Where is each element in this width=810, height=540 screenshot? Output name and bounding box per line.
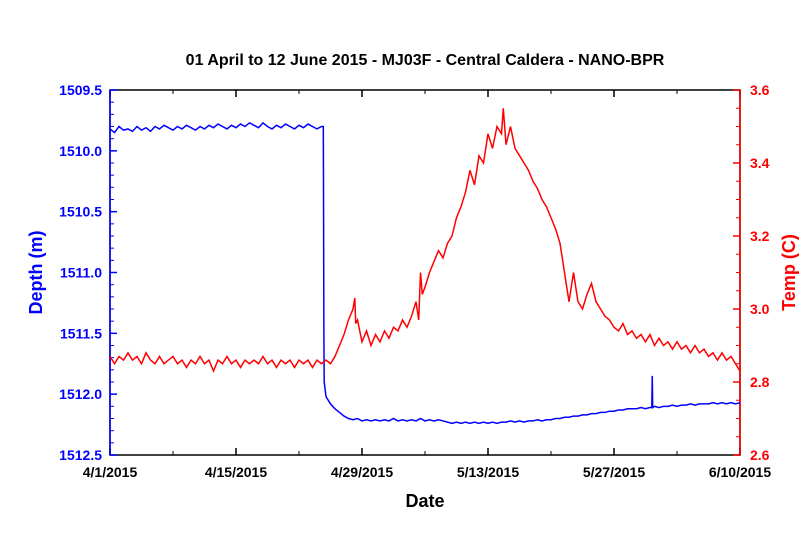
y-right-axis-label: Temp (C) <box>779 234 799 311</box>
y-right-tick-label: 3.0 <box>750 301 770 317</box>
x-tick-label: 6/10/2015 <box>709 464 771 480</box>
depth-series-line <box>110 123 740 424</box>
y-left-tick-label: 1510.0 <box>59 143 102 159</box>
x-tick-label: 4/1/2015 <box>83 464 138 480</box>
chart-container: 01 April to 12 June 2015 - MJ03F - Centr… <box>0 0 810 540</box>
y-left-tick-label: 1509.5 <box>59 82 102 98</box>
y-left-tick-label: 1510.5 <box>59 204 102 220</box>
y-left-tick-label: 1512.0 <box>59 386 102 402</box>
y-right-tick-label: 3.6 <box>750 82 770 98</box>
x-tick-label: 4/15/2015 <box>205 464 267 480</box>
y-left-tick-label: 1512.5 <box>59 447 102 463</box>
temp-series-line <box>110 108 740 371</box>
plot-area <box>110 90 740 455</box>
chart-title: 01 April to 12 June 2015 - MJ03F - Centr… <box>186 52 665 69</box>
x-tick-label: 4/29/2015 <box>331 464 393 480</box>
y-left-tick-label: 1511.5 <box>60 325 102 341</box>
y-right-tick-label: 2.8 <box>750 374 770 390</box>
y-left-tick-label: 1511.0 <box>60 265 102 281</box>
y-right-tick-label: 2.6 <box>750 447 770 463</box>
x-axis-label: Date <box>405 491 444 511</box>
chart-svg: 01 April to 12 June 2015 - MJ03F - Centr… <box>0 0 810 540</box>
y-right-tick-label: 3.2 <box>750 228 770 244</box>
x-tick-label: 5/13/2015 <box>457 464 519 480</box>
y-right-tick-label: 3.4 <box>750 155 770 171</box>
x-tick-label: 5/27/2015 <box>583 464 645 480</box>
y-left-axis-label: Depth (m) <box>26 231 46 315</box>
